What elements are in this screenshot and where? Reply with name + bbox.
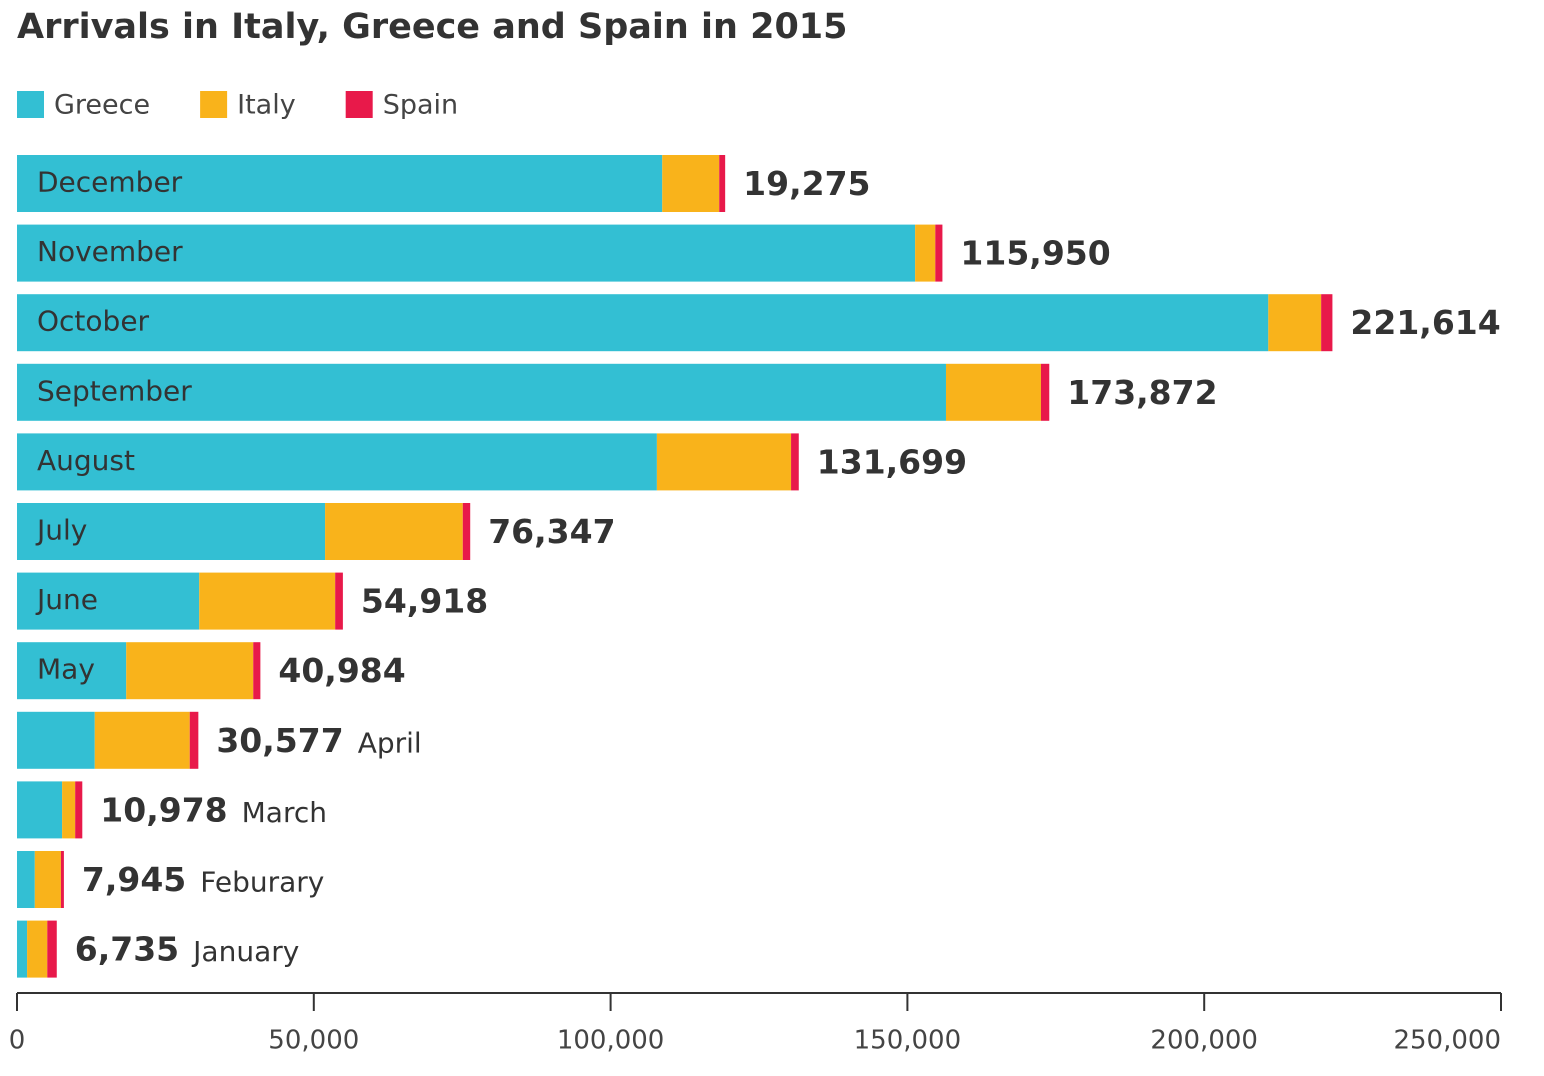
bar-segment	[199, 572, 336, 630]
legend-label: Italy	[237, 90, 296, 121]
bar-segment	[325, 503, 463, 560]
legend-swatch	[200, 91, 228, 118]
bar-segment	[189, 711, 199, 769]
bar-segment	[27, 920, 48, 978]
total-label: 54,918	[361, 582, 488, 621]
category-label: December	[37, 166, 183, 199]
category-label: January	[191, 935, 299, 968]
total-label: 131,699	[817, 442, 967, 481]
x-tick-label: 50,000	[268, 1026, 359, 1056]
x-tick-label: 0	[9, 1026, 26, 1056]
bar-segment	[17, 224, 916, 282]
bar-segment	[17, 851, 35, 908]
total-label: 10,978	[100, 790, 227, 829]
x-tick-label: 200,000	[1150, 1026, 1258, 1056]
bar-segment	[17, 711, 95, 769]
category-label: November	[37, 235, 183, 268]
legend-swatch	[345, 91, 373, 118]
bar-segment	[791, 433, 799, 491]
bar-segment	[1268, 294, 1322, 352]
bar-segment	[17, 433, 657, 491]
bar-segment	[17, 155, 663, 212]
bar-segment	[1040, 363, 1050, 421]
bar-segment	[462, 503, 471, 560]
bar-segment	[17, 920, 28, 978]
total-label: 221,614	[1350, 303, 1500, 342]
legend-swatch	[17, 91, 44, 118]
legend-label: Spain	[383, 90, 458, 121]
category-label: October	[37, 305, 150, 338]
bar-segment	[17, 781, 63, 839]
bar-segment	[17, 503, 326, 560]
total-label: 173,872	[1067, 373, 1217, 412]
bar-segment	[656, 433, 792, 491]
category-label: March	[242, 796, 327, 829]
category-label: September	[37, 374, 192, 407]
bar-segment	[915, 224, 936, 282]
total-label: 7,945	[82, 860, 186, 899]
bar-segment	[47, 920, 57, 978]
x-tick-label: 100,000	[557, 1026, 665, 1056]
bar-segment	[662, 155, 720, 212]
bar-segment	[719, 155, 726, 212]
bar-segment	[335, 572, 343, 630]
x-tick-label: 250,000	[1393, 1026, 1501, 1056]
legend-label: Greece	[54, 90, 150, 121]
category-label: June	[35, 583, 98, 616]
total-label: 30,577	[216, 721, 343, 760]
category-label: April	[358, 726, 422, 759]
bar-segment	[126, 642, 254, 700]
total-label: 6,735	[75, 930, 179, 969]
bar-segment	[94, 711, 190, 769]
bar-segment	[17, 294, 1269, 352]
category-label: Feburary	[200, 866, 324, 899]
total-label: 19,275	[743, 164, 870, 203]
category-label: August	[37, 444, 135, 477]
total-label: 76,347	[488, 512, 615, 551]
category-label: July	[35, 514, 87, 547]
chart-title: Arrivals in Italy, Greece and Spain in 2…	[17, 7, 848, 47]
bar-segment	[60, 851, 64, 908]
total-label: 40,984	[278, 651, 405, 690]
category-label: May	[37, 653, 95, 686]
bar-segment	[945, 363, 1041, 421]
bar-segment	[17, 642, 127, 700]
bar-segment	[62, 781, 76, 839]
total-label: 115,950	[960, 234, 1110, 273]
bar-segment	[935, 224, 943, 282]
bar-segment	[1321, 294, 1333, 352]
bar-segment	[253, 642, 261, 700]
bar-segment	[17, 363, 946, 421]
bar-segment	[75, 781, 83, 839]
bar-segment	[17, 572, 200, 630]
bar-segment	[34, 851, 61, 908]
x-tick-label: 150,000	[854, 1026, 962, 1056]
